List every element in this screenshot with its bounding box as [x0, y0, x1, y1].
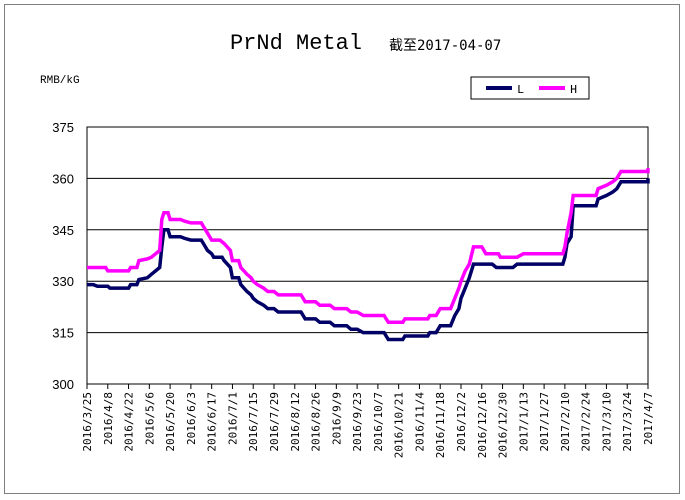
x-tick-label: 2017/3/24 — [621, 392, 634, 452]
x-tick-label: 2016/10/21 — [393, 392, 406, 458]
legend: L H — [470, 76, 590, 100]
series-line-h — [87, 168, 650, 325]
x-tick-label: 2016/9/23 — [351, 392, 364, 452]
x-tick-label: 2016/8/26 — [310, 392, 323, 452]
y-axis-unit: RMB/kG — [40, 75, 80, 87]
y-tick-label: 300 — [52, 377, 74, 392]
x-tick-label: 2016/7/15 — [247, 392, 260, 452]
y-tick-label: 330 — [52, 274, 74, 289]
x-tick-label: 2017/2/24 — [580, 392, 593, 452]
x-tick-label: 2016/4/8 — [102, 392, 115, 445]
x-tick-label: 2016/6/17 — [206, 392, 219, 452]
x-tick-label: 2016/12/16 — [476, 392, 489, 458]
y-tick-label: 375 — [52, 120, 74, 135]
x-tick-label: 2016/12/30 — [497, 392, 510, 458]
x-tick-label: 2016/7/29 — [268, 392, 281, 452]
x-tick-label: 2016/11/4 — [413, 392, 426, 452]
legend-label-l: L — [517, 83, 524, 97]
x-tick-label: 2016/8/12 — [289, 392, 302, 452]
legend-box — [470, 76, 590, 100]
y-tick-label: 345 — [52, 223, 74, 238]
x-tick-label: 2016/9/9 — [330, 392, 343, 445]
x-tick-label: 2016/4/22 — [123, 392, 136, 452]
y-tick-label: 315 — [52, 326, 74, 341]
x-tick-label: 2017/2/10 — [559, 392, 572, 452]
x-tick-label: 2017/1/13 — [517, 392, 530, 452]
series-line-l — [87, 178, 650, 342]
x-tick-label: 2017/4/7 — [642, 392, 655, 445]
x-tick-label: 2016/6/3 — [185, 392, 198, 445]
x-tick-label: 2016/12/2 — [455, 392, 468, 452]
x-tick-label: 2016/3/25 — [81, 392, 94, 452]
x-tick-label: 2016/11/18 — [434, 392, 447, 458]
x-tick-label: 2016/5/6 — [143, 392, 156, 445]
chart-subtitle: 截至2017-04-07 — [389, 38, 501, 54]
x-tick-label: 2016/5/20 — [164, 392, 177, 452]
x-tick-label: 2016/7/1 — [226, 392, 239, 445]
x-tick-label: 2016/10/7 — [372, 392, 385, 452]
y-tick-label: 360 — [52, 171, 74, 186]
x-tick-label: 2017/1/27 — [538, 392, 551, 452]
plot-area: 300 315 330 345 360 375 2016/3/25 2016/4/8 2016/… — [52, 120, 655, 458]
legend-label-h: H — [570, 83, 577, 97]
x-tick-label: 2017/3/10 — [600, 392, 613, 452]
chart-title: PrNd Metal — [230, 31, 362, 56]
